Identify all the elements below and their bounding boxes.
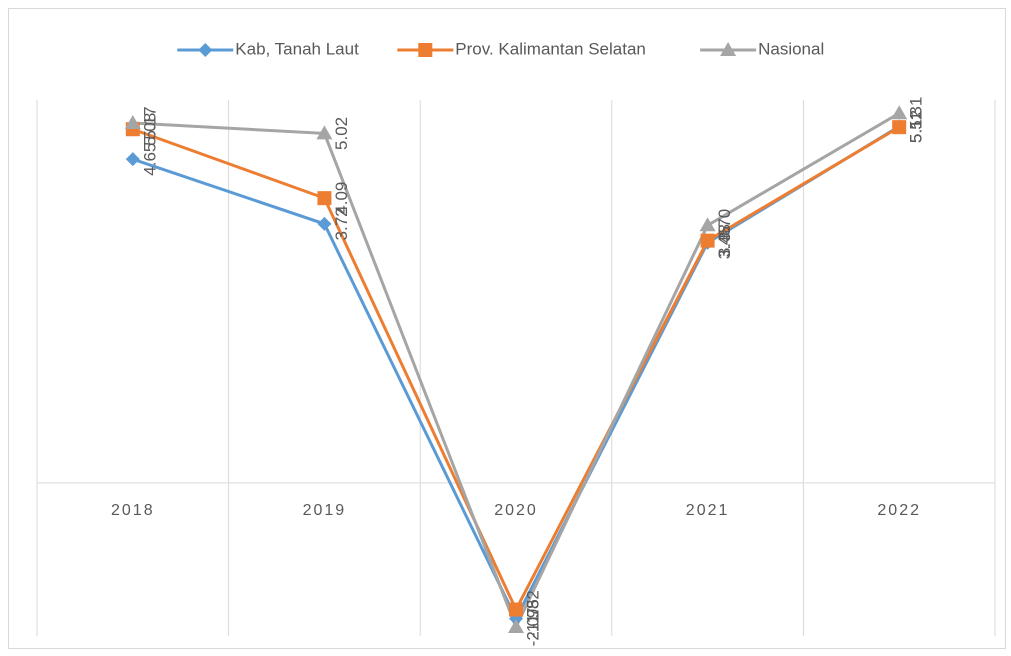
marker bbox=[317, 216, 332, 231]
data-label: 3.48 bbox=[715, 224, 734, 257]
data-label: 3.72 bbox=[332, 207, 351, 240]
x-tick-label: 2021 bbox=[686, 502, 730, 519]
data-label: 4.09 bbox=[332, 182, 351, 215]
data-label: 5.17 bbox=[140, 106, 159, 139]
data-label: -2.07 bbox=[523, 608, 542, 647]
marker bbox=[316, 125, 333, 140]
marker bbox=[317, 191, 332, 206]
data-label: 5.08 bbox=[140, 113, 159, 146]
data-label: 5.12 bbox=[907, 110, 926, 143]
x-tick-label: 2018 bbox=[111, 502, 155, 519]
marker bbox=[198, 43, 213, 57]
x-tick-label: 2019 bbox=[303, 502, 347, 519]
marker bbox=[700, 233, 715, 248]
x-tick-label: 2020 bbox=[494, 502, 538, 519]
data-label: -1.95 bbox=[523, 599, 542, 638]
marker bbox=[508, 618, 524, 633]
data-label: -1.82 bbox=[523, 590, 542, 629]
data-label: 5.11 bbox=[907, 111, 926, 143]
legend-label: Kab, Tanah Laut bbox=[235, 39, 359, 58]
data-label: 5.02 bbox=[332, 117, 351, 150]
data-label: 3.70 bbox=[715, 209, 734, 242]
marker bbox=[720, 42, 737, 56]
data-label: 4.65 bbox=[140, 143, 159, 176]
marker bbox=[418, 43, 433, 57]
marker bbox=[891, 105, 908, 120]
marker bbox=[124, 114, 141, 129]
chart-border bbox=[8, 8, 1006, 649]
x-tick-label: 2022 bbox=[877, 502, 921, 519]
marker bbox=[509, 602, 523, 617]
legend-label: Nasional bbox=[758, 39, 824, 58]
legend-label: Prov. Kalimantan Selatan bbox=[455, 39, 646, 58]
marker bbox=[699, 217, 716, 232]
marker bbox=[892, 120, 907, 135]
data-label: 3.45 bbox=[715, 226, 734, 259]
data-label: 5.31 bbox=[907, 97, 926, 130]
marker bbox=[125, 152, 140, 167]
